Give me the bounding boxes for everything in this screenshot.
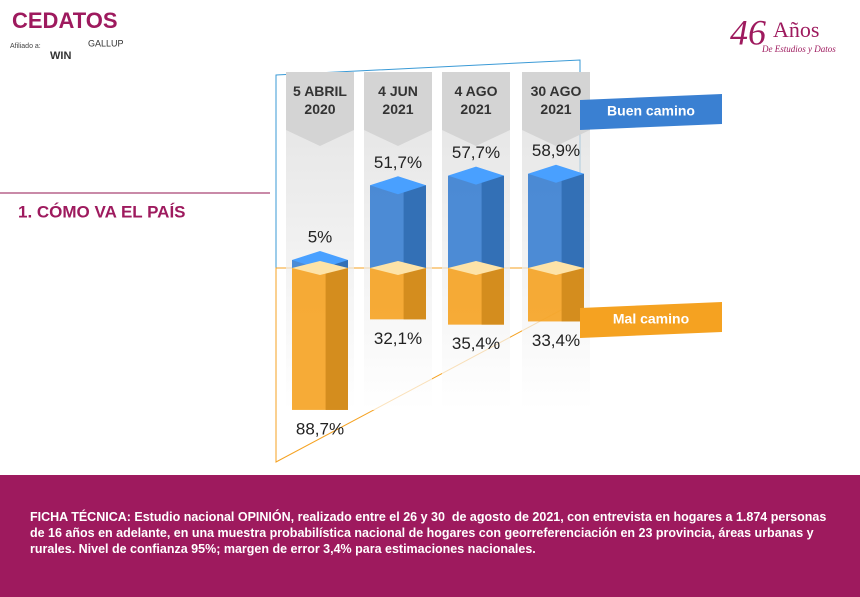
value-label: 51,7% bbox=[374, 153, 422, 172]
bar-top bbox=[448, 261, 504, 275]
bar-side bbox=[481, 175, 504, 268]
bar-top bbox=[448, 166, 504, 185]
value-label: 57,7% bbox=[452, 143, 500, 162]
value-label: 88,7% bbox=[296, 419, 344, 438]
partner-gallup: GALLUP bbox=[88, 38, 124, 48]
bar-top bbox=[528, 261, 584, 275]
bar-top bbox=[370, 261, 426, 275]
bar-side bbox=[325, 260, 348, 268]
logo: CEDATOS bbox=[12, 8, 118, 33]
value-label: 35,4% bbox=[452, 334, 500, 353]
legend-box bbox=[580, 94, 722, 130]
value-label: 5% bbox=[308, 227, 333, 246]
anniversary-word: Años bbox=[773, 17, 819, 42]
category-tag bbox=[286, 72, 354, 146]
legend-label: Buen camino bbox=[607, 103, 695, 119]
footer-text: FICHA TÉCNICA: Estudio nacional OPINIÓN,… bbox=[30, 510, 830, 556]
category-tag bbox=[522, 72, 590, 146]
legend-box bbox=[580, 302, 722, 338]
bar-top bbox=[292, 261, 348, 275]
bar-side bbox=[403, 185, 426, 268]
bar-side bbox=[481, 268, 504, 325]
anniversary-number: 46 bbox=[730, 12, 766, 52]
affiliation: Afiliado a: bbox=[10, 43, 41, 50]
category-label: 30 AGO 2021 bbox=[530, 83, 582, 117]
category-tag bbox=[364, 72, 432, 146]
category-tag bbox=[442, 72, 510, 146]
bar-side bbox=[403, 268, 426, 320]
legend-label: Mal camino bbox=[613, 311, 689, 327]
value-label: 32,1% bbox=[374, 329, 422, 348]
bar-side bbox=[325, 268, 348, 410]
category-label: 4 AGO 2021 bbox=[454, 83, 498, 117]
bar-side bbox=[561, 268, 584, 322]
value-label: 58,9% bbox=[532, 141, 580, 160]
bar-top bbox=[370, 176, 426, 195]
category-label: 4 JUN 2021 bbox=[378, 83, 418, 117]
value-label: 33,4% bbox=[532, 331, 580, 350]
section-title: 1. CÓMO VA EL PAÍS bbox=[18, 202, 186, 221]
partner-win: WIN bbox=[50, 50, 71, 62]
anniversary-subtitle: De Estudios y Datos bbox=[761, 44, 836, 54]
footer: FICHA TÉCNICA: Estudio nacional OPINIÓN,… bbox=[0, 475, 860, 597]
bar-side bbox=[561, 173, 584, 268]
category-label: 5 ABRIL 2020 bbox=[293, 83, 347, 117]
bar-top bbox=[528, 164, 584, 183]
